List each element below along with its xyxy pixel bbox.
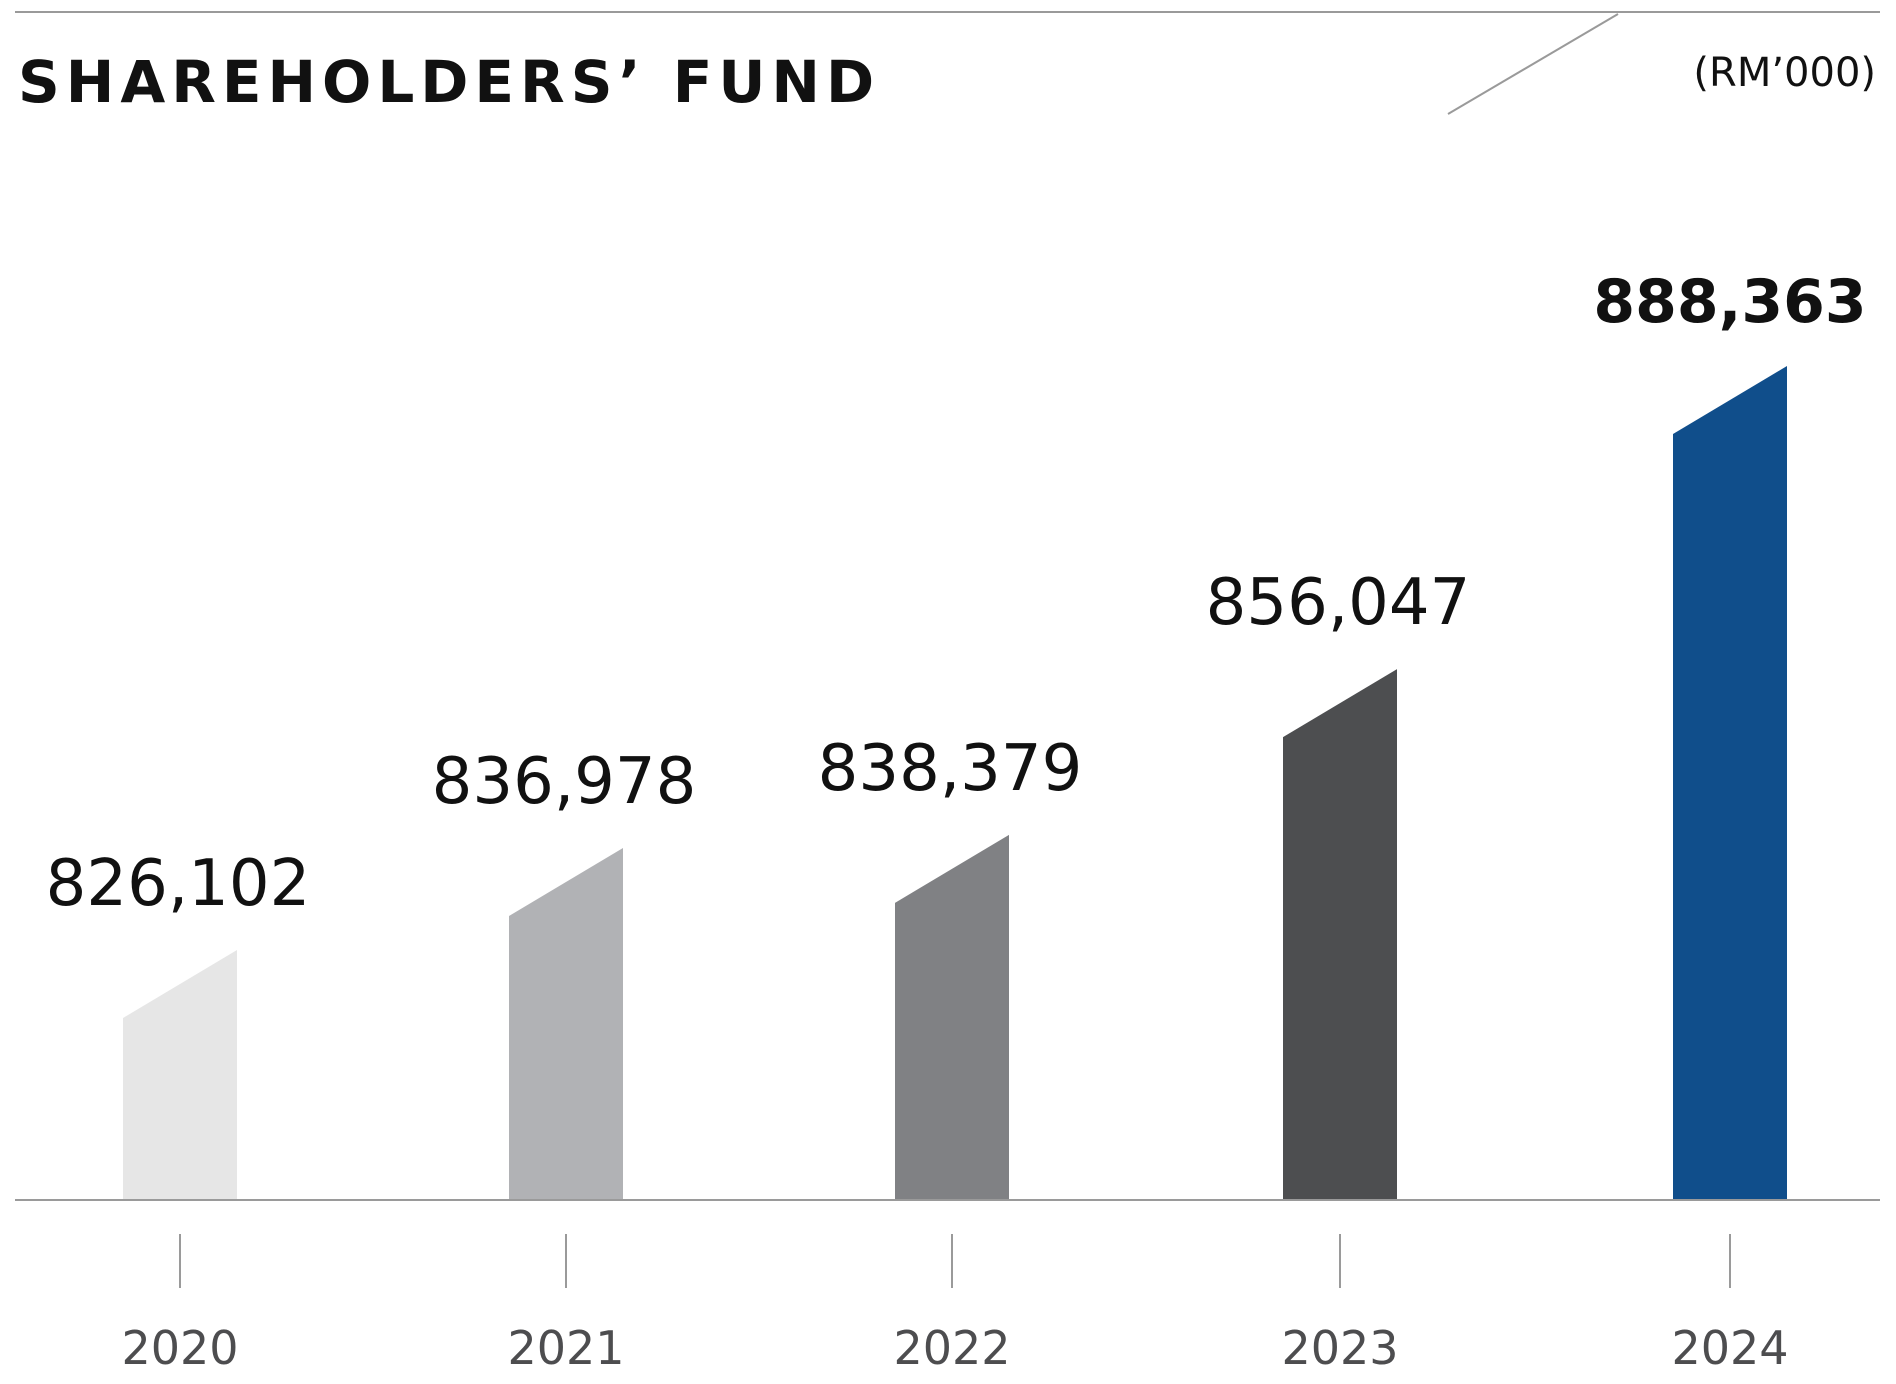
x-tick-label-2021: 2021 xyxy=(507,1321,624,1375)
bar-2022 xyxy=(895,834,1009,1200)
x-tick-label-2020: 2020 xyxy=(121,1321,238,1375)
bar-2020 xyxy=(123,950,237,1200)
value-label-2020: 826,102 xyxy=(46,847,311,921)
bar-2024 xyxy=(1673,366,1787,1200)
x-axis-ticks: 2020 2021 2022 2023 2024 xyxy=(121,1234,1789,1375)
x-tick-label-2023: 2023 xyxy=(1281,1321,1398,1375)
value-label-2022: 838,379 xyxy=(818,732,1083,806)
value-label-2021: 836,978 xyxy=(432,745,697,819)
x-tick-label-2022: 2022 xyxy=(893,1321,1010,1375)
bars-layer xyxy=(123,366,1787,1200)
chart-title: SHAREHOLDERS’ FUND xyxy=(18,48,880,116)
x-tick-label-2024: 2024 xyxy=(1671,1321,1788,1375)
bar-2021 xyxy=(509,847,623,1200)
decorative-diagonal xyxy=(1447,13,1619,115)
value-label-2023: 856,047 xyxy=(1206,566,1471,640)
value-labels-layer: 826,102 836,978 838,379 856,047 888,363 xyxy=(46,267,1867,921)
value-label-2024: 888,363 xyxy=(1593,267,1866,337)
bar-2023 xyxy=(1283,669,1397,1200)
unit-label: (RM’000) xyxy=(1693,50,1876,96)
